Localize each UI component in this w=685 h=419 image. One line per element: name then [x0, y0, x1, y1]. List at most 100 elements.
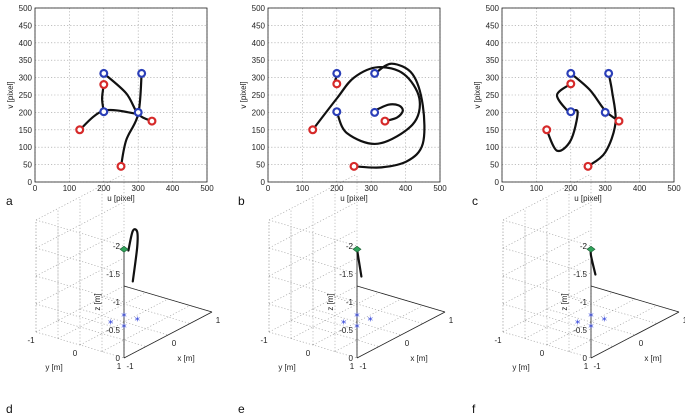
y-tick-label: 400	[19, 39, 33, 48]
x-tick-label: 200	[97, 184, 111, 193]
x-tick-label: -1	[126, 362, 134, 371]
axis-line	[356, 311, 446, 359]
z-axis-label: z [m]	[93, 293, 102, 310]
y-tick-label: 500	[19, 4, 33, 13]
end-point-marker	[133, 107, 143, 117]
z-tick-label: -2	[113, 242, 121, 251]
x-tick-label: 0	[266, 184, 271, 193]
y-axis-label: v [pixel]	[239, 81, 248, 108]
end-point-marker	[566, 68, 576, 78]
grid-line	[546, 298, 636, 346]
end-point-marker	[604, 68, 614, 78]
grid-line	[35, 201, 125, 249]
y-tick-label: 200	[252, 108, 266, 117]
grid-line	[334, 305, 424, 352]
grid-line	[101, 297, 191, 324]
image-plane-panel-b: 0 100 200 300 400 500 0 50 100 150 200 250 300 350 400…	[238, 4, 447, 208]
z-tick-label: -0.5	[573, 326, 587, 335]
grid-line	[268, 257, 358, 305]
y-tick-label: 0	[306, 349, 311, 358]
plot-frame	[267, 7, 441, 183]
y-tick-label: 0	[73, 349, 78, 358]
y-tick-label: 50	[490, 161, 499, 170]
x-axis-label: x [m]	[644, 354, 661, 363]
grid-line	[57, 320, 147, 347]
grid-line	[524, 292, 614, 339]
y-tick-label: 150	[252, 126, 266, 135]
x-tick-label: 200	[564, 184, 578, 193]
end-point-marker	[99, 107, 109, 117]
y-tick-label: 100	[252, 143, 266, 152]
y-tick-label: 350	[252, 56, 266, 65]
z-tick-label: -0.5	[106, 326, 120, 335]
z-tick-label: -0.5	[339, 326, 353, 335]
trajectory-line	[119, 72, 143, 168]
camera-marker	[352, 245, 362, 253]
grid-line	[502, 303, 592, 331]
z-tick-label: 0	[116, 354, 121, 363]
grid-line	[35, 275, 125, 303]
x-tick-label: 1	[683, 316, 685, 325]
x-tick-label: -1	[359, 362, 367, 371]
target-point-marker: *	[108, 318, 114, 331]
y-tick-label: 250	[486, 91, 500, 100]
x-axis-label: u [pixel]	[107, 194, 135, 203]
start-point-marker	[583, 161, 593, 171]
x-axis-label: x [m]	[177, 354, 194, 363]
y-tick-label: -1	[494, 336, 502, 345]
y-axis-label: y [m]	[45, 363, 62, 372]
x-tick-label: 100	[296, 184, 310, 193]
y-tick-label: 0	[495, 178, 500, 187]
start-point-marker	[147, 116, 157, 126]
trajectory-line	[102, 72, 154, 123]
start-point-marker	[349, 161, 359, 171]
trajectory-line	[355, 248, 363, 278]
z-axis-label: z [m]	[326, 293, 335, 310]
target-point-marker: *	[601, 315, 607, 328]
camera-marker	[586, 245, 596, 253]
end-point-marker	[370, 107, 380, 117]
y-axis-label: v [pixel]	[6, 81, 15, 108]
grid-line	[568, 305, 658, 352]
grid-line	[79, 298, 169, 346]
x-tick-label: 0	[33, 184, 38, 193]
y-tick-label: -1	[27, 336, 35, 345]
axis-line	[356, 285, 446, 313]
start-point-marker	[614, 116, 624, 126]
trajectory-line	[127, 228, 139, 283]
grid-line	[290, 320, 380, 347]
x-tick-label: 0	[405, 339, 410, 348]
grid-line	[290, 292, 380, 339]
grid-line	[268, 229, 358, 277]
y-tick-label: 500	[486, 4, 500, 13]
z-tick-label: -1.5	[339, 270, 353, 279]
grid-line	[502, 201, 592, 249]
grid-line	[334, 297, 424, 324]
start-point-marker	[75, 125, 85, 135]
x-tick-label: 400	[633, 184, 647, 193]
start-point-marker	[566, 79, 576, 89]
y-tick-label: 300	[252, 74, 266, 83]
trajectory-line	[352, 62, 426, 169]
y-tick-label: 300	[19, 74, 33, 83]
grid-line	[502, 219, 592, 247]
grid-line	[268, 247, 358, 275]
y-tick-label: 500	[252, 4, 266, 13]
y-tick-label: 50	[23, 161, 32, 170]
y-tick-label: 200	[486, 108, 500, 117]
image-plane-panel-c: 0 100 200 300 400 500 0 50 100 150 200 250 300 350 400…	[472, 4, 681, 208]
y-tick-label: 50	[256, 161, 265, 170]
z-tick-label: -2	[346, 242, 354, 251]
x-tick-label: 1	[216, 316, 221, 325]
target-point-marker: *	[354, 311, 360, 324]
z-tick-label: -2	[580, 242, 588, 251]
target-point-marker: *	[588, 311, 594, 324]
y-tick-label: 450	[486, 21, 500, 30]
panel-label: a	[6, 194, 13, 208]
z-tick-label: -1	[580, 298, 588, 307]
trajectory-line	[545, 109, 579, 153]
